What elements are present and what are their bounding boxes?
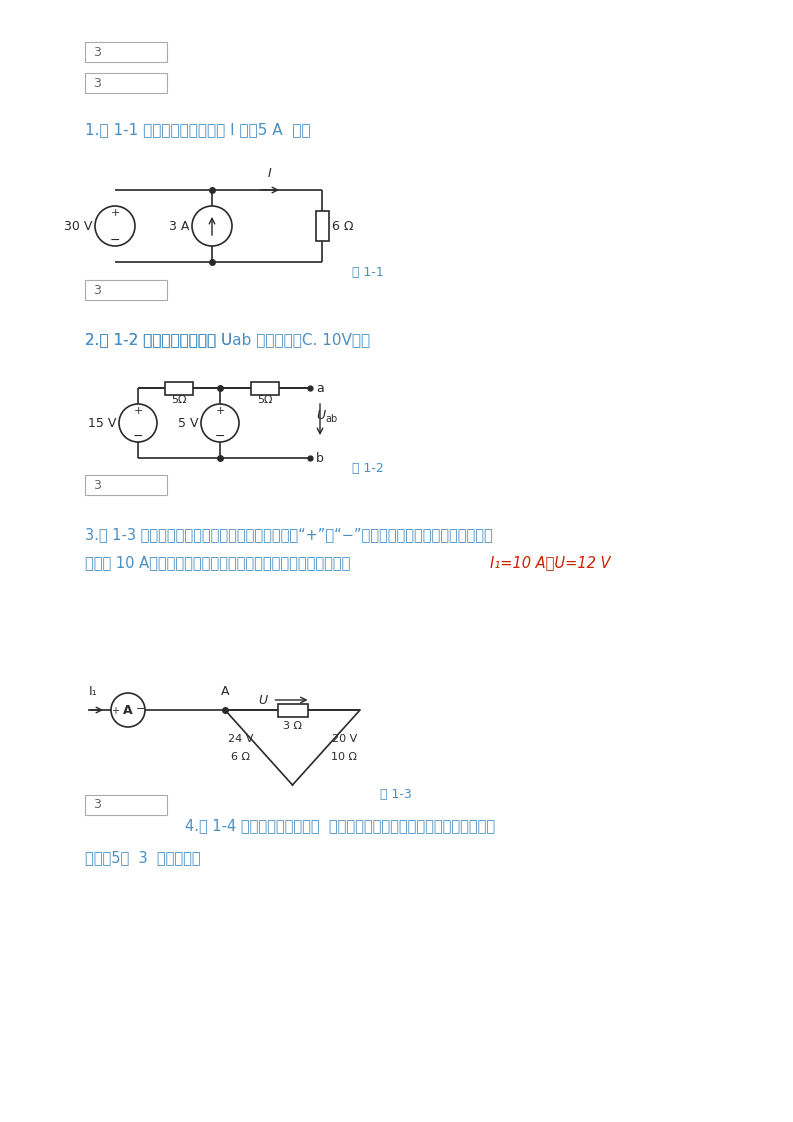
Text: 图 1-2: 图 1-2 bbox=[352, 461, 384, 475]
Circle shape bbox=[201, 404, 239, 442]
Text: 5Ω: 5Ω bbox=[171, 395, 186, 405]
Text: I: I bbox=[268, 167, 272, 180]
Text: A: A bbox=[220, 686, 229, 698]
Text: a: a bbox=[316, 381, 324, 395]
Bar bbox=[165, 381, 193, 395]
Text: 4.图 1-4 所示的电路中包含（  ）条支路，用支路电流法分析该电路，需要: 4.图 1-4 所示的电路中包含（ ）条支路，用支路电流法分析该电路，需要 bbox=[185, 819, 495, 834]
Text: 3 A: 3 A bbox=[169, 220, 189, 232]
Bar bbox=[278, 703, 308, 717]
Text: 列写（5，  3  ）个方程。: 列写（5， 3 ）个方程。 bbox=[85, 850, 201, 865]
Text: −: − bbox=[215, 430, 225, 442]
Text: 3: 3 bbox=[93, 76, 101, 90]
Text: 2.图 1-2 所示电路中，电压 Uab 的数値是（C. 10V）。: 2.图 1-2 所示电路中，电压 Uab 的数値是（C. 10V）。 bbox=[85, 332, 370, 348]
Text: 3: 3 bbox=[93, 478, 101, 491]
Text: 6 Ω: 6 Ω bbox=[331, 220, 353, 232]
Text: +: + bbox=[111, 706, 119, 716]
Bar bbox=[85, 42, 167, 62]
Text: −: − bbox=[109, 233, 121, 247]
Text: U: U bbox=[316, 408, 325, 422]
Text: 1.图 1-1 所示的电路中，电流 I 为（5 A  ）。: 1.图 1-1 所示的电路中，电流 I 为（5 A ）。 bbox=[85, 122, 311, 138]
Text: ab: ab bbox=[325, 414, 337, 424]
Text: I₁: I₁ bbox=[89, 686, 98, 698]
Text: 图 1-1: 图 1-1 bbox=[352, 266, 384, 278]
Bar bbox=[85, 280, 167, 300]
Bar bbox=[251, 381, 279, 395]
Circle shape bbox=[111, 693, 145, 727]
Bar bbox=[316, 211, 328, 241]
Circle shape bbox=[119, 404, 157, 442]
Bar bbox=[85, 73, 167, 93]
Text: b: b bbox=[316, 451, 324, 465]
Text: 2.图 1-2 所示电路中，电压 U: 2.图 1-2 所示电路中，电压 U bbox=[85, 332, 232, 348]
Text: 3.图 1-3 所示的电路中，电流表的正、负接线端用“+”、“−”号标出，现电流表指针正向偏转，: 3.图 1-3 所示的电路中，电流表的正、负接线端用“+”、“−”号标出，现电流… bbox=[85, 527, 492, 543]
Circle shape bbox=[192, 206, 232, 246]
Bar bbox=[85, 475, 167, 495]
Text: 15 V: 15 V bbox=[87, 416, 116, 430]
Text: 5 V: 5 V bbox=[178, 416, 198, 430]
Text: +: + bbox=[133, 406, 143, 416]
Text: 24 V: 24 V bbox=[228, 735, 254, 745]
Text: 6 Ω: 6 Ω bbox=[232, 753, 251, 763]
Text: 3: 3 bbox=[93, 46, 101, 58]
Text: I₁=10 A，U=12 V: I₁=10 A，U=12 V bbox=[490, 555, 611, 570]
Text: 30 V: 30 V bbox=[63, 220, 92, 232]
Text: +: + bbox=[110, 208, 120, 218]
Text: 3 Ω: 3 Ω bbox=[283, 721, 302, 732]
Text: 图 1-3: 图 1-3 bbox=[380, 789, 412, 801]
Text: +: + bbox=[216, 406, 224, 416]
Text: 3: 3 bbox=[93, 799, 101, 811]
Text: −: − bbox=[132, 430, 144, 442]
Text: 5Ω: 5Ω bbox=[257, 395, 273, 405]
Text: 3: 3 bbox=[93, 284, 101, 296]
Text: U: U bbox=[259, 693, 267, 707]
Text: 20 V: 20 V bbox=[331, 735, 357, 745]
Circle shape bbox=[95, 206, 135, 246]
Text: A: A bbox=[123, 703, 132, 717]
Bar bbox=[85, 795, 167, 815]
Text: 10 Ω: 10 Ω bbox=[331, 753, 358, 763]
Text: 示数为 10 A，有关电流、电压方向也表示在图中，则（）正确。: 示数为 10 A，有关电流、电压方向也表示在图中，则（）正确。 bbox=[85, 555, 351, 570]
Text: −: − bbox=[136, 703, 146, 714]
